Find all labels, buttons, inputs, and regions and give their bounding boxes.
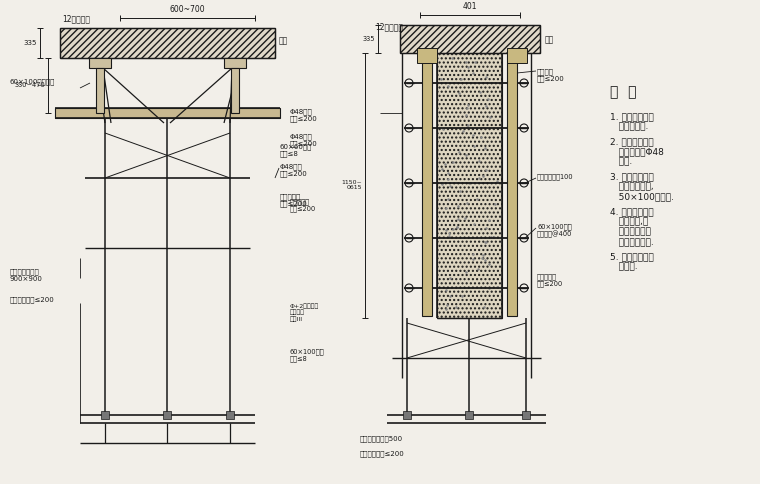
Bar bbox=[507, 48, 527, 63]
Bar bbox=[163, 411, 171, 419]
Bar bbox=[403, 411, 411, 419]
Text: 碗扣脚手架
间距≤200: 碗扣脚手架 间距≤200 bbox=[280, 193, 308, 207]
Bar bbox=[55, 108, 280, 118]
Text: 60×60木楔
间距≤8: 60×60木楔 间距≤8 bbox=[280, 143, 312, 157]
Text: Φ48龙骨
间距≤200: Φ48龙骨 间距≤200 bbox=[290, 133, 318, 147]
Text: 碗扣斜管管径100: 碗扣斜管管径100 bbox=[537, 173, 574, 180]
Text: 碗扣脚手架间距500: 碗扣脚手架间距500 bbox=[360, 435, 403, 441]
Text: 碗扣脚手架间距
900×900: 碗扣脚手架间距 900×900 bbox=[10, 268, 43, 282]
Text: 1150~
0615: 1150~ 0615 bbox=[341, 180, 362, 190]
Text: 60×100木楔
间距≤8: 60×100木楔 间距≤8 bbox=[290, 348, 325, 362]
Bar bbox=[224, 58, 246, 68]
Text: 中板龙骨
间距≤200: 中板龙骨 间距≤200 bbox=[537, 68, 565, 82]
Text: 水平拉杆间距≤200: 水平拉杆间距≤200 bbox=[10, 296, 55, 302]
Text: 碗扣脚手架
间距≤200: 碗扣脚手架 间距≤200 bbox=[290, 198, 316, 212]
Text: 说  明: 说 明 bbox=[610, 85, 637, 99]
Text: Φ+2对应碗扣
起始高度
间距III: Φ+2对应碗扣 起始高度 间距III bbox=[290, 303, 319, 322]
Text: 5. 钢管连接用铸
   钢扣件.: 5. 钢管连接用铸 钢扣件. bbox=[610, 252, 654, 272]
Bar bbox=[417, 48, 437, 63]
Bar bbox=[101, 411, 109, 419]
Bar bbox=[89, 58, 111, 68]
Bar bbox=[96, 68, 104, 113]
Text: 3. 柱模板底圈全
   部采用竹胶板,
   50×100木龙骨.: 3. 柱模板底圈全 部采用竹胶板, 50×100木龙骨. bbox=[610, 172, 674, 202]
Text: 335: 335 bbox=[363, 36, 375, 42]
Text: 60×100木方
平椭间距@400: 60×100木方 平椭间距@400 bbox=[537, 223, 572, 238]
Text: 1. 楼板支撑采用
   碗扣脚手架.: 1. 楼板支撑采用 碗扣脚手架. bbox=[610, 112, 654, 131]
Bar bbox=[465, 411, 473, 419]
Bar bbox=[437, 53, 502, 318]
Text: 12厚竹胶板: 12厚竹胶板 bbox=[375, 22, 403, 31]
Text: 600~700: 600~700 bbox=[169, 5, 205, 14]
Bar bbox=[507, 55, 517, 316]
Bar bbox=[226, 411, 234, 419]
Text: 401: 401 bbox=[463, 2, 477, 11]
Text: 335: 335 bbox=[24, 40, 37, 46]
Bar bbox=[422, 55, 432, 316]
Text: 水平拉杆间距≤200: 水平拉杆间距≤200 bbox=[360, 450, 405, 456]
Text: 木檩: 木檩 bbox=[279, 36, 288, 45]
Text: 60×100通长木方: 60×100通长木方 bbox=[10, 78, 55, 85]
Text: Φ48龙骨
间距≤200: Φ48龙骨 间距≤200 bbox=[290, 108, 318, 122]
Text: 2. 水平拉杆和剪
   刀撑均使用Φ48
   钢管.: 2. 水平拉杆和剪 刀撑均使用Φ48 钢管. bbox=[610, 137, 664, 167]
Bar bbox=[400, 25, 540, 53]
Text: Φ48龙骨
间距≤200: Φ48龙骨 间距≤200 bbox=[280, 163, 308, 177]
Text: 12厚竹胶板: 12厚竹胶板 bbox=[62, 14, 90, 23]
Text: 木檩: 木檩 bbox=[545, 35, 554, 44]
Bar bbox=[60, 28, 275, 58]
Text: 4. 柱梁板边墙特
   尺寸仿照,但
   模板制作安装
   基本方法相同.: 4. 柱梁板边墙特 尺寸仿照,但 模板制作安装 基本方法相同. bbox=[610, 207, 654, 247]
Bar bbox=[522, 411, 530, 419]
Text: 330~470: 330~470 bbox=[14, 82, 45, 88]
Text: 碗扣脚手架
间距≤200: 碗扣脚手架 间距≤200 bbox=[537, 273, 563, 287]
Bar bbox=[231, 68, 239, 113]
